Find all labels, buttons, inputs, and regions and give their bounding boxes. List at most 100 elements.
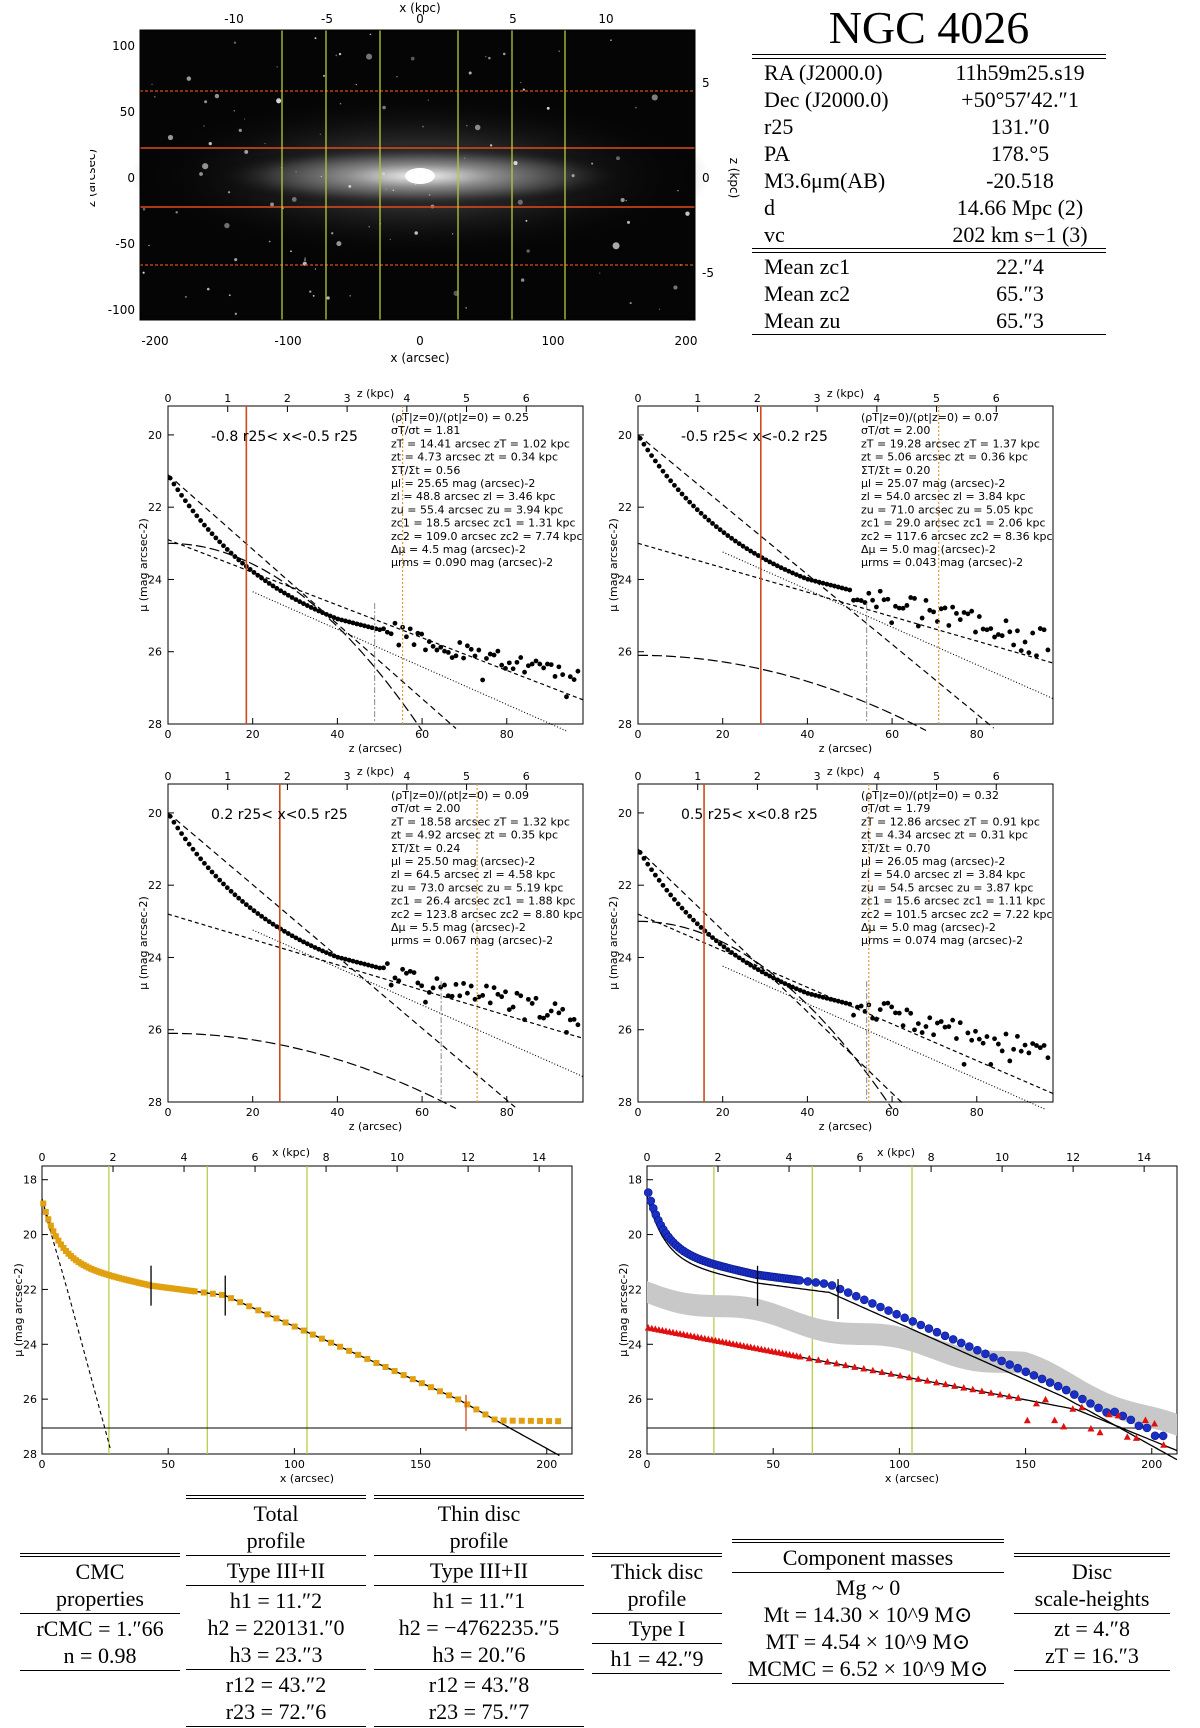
data-point <box>246 1303 253 1310</box>
data-point <box>301 939 306 945</box>
data-point <box>442 648 447 654</box>
total-profile-table: Total profile Type III+II h1 = 11.″2 h2 … <box>186 1494 366 1728</box>
cmc-model <box>167 1032 457 1110</box>
data-point <box>854 1004 860 1010</box>
info-key: M3.6μm(AB) <box>764 168 886 193</box>
data-point <box>1011 642 1017 648</box>
fit-annotation: zc1 = 15.6 arcsec zc1 = 1.11 kpc <box>861 895 1046 908</box>
data-point <box>973 629 978 635</box>
data-point <box>464 990 470 996</box>
data-point <box>744 960 750 966</box>
data-point <box>881 1001 887 1006</box>
thin-disc-point <box>1021 1367 1031 1377</box>
y-axis-label: μ (mag arcsec-2) <box>137 896 150 990</box>
info-key: Mean zc1 <box>764 254 851 279</box>
data-point <box>278 588 284 594</box>
svg-text:-10: -10 <box>224 12 244 26</box>
thick-disc-point <box>1051 1416 1059 1424</box>
data-point <box>567 1017 573 1023</box>
x-tick-label: 40 <box>800 728 814 741</box>
x-top-tick-label: 5 <box>463 770 470 783</box>
fit-annotation: zl = 48.8 arcsec zl = 3.46 kpc <box>391 490 556 503</box>
thick-disc-point <box>796 1352 804 1360</box>
data-point <box>946 623 952 628</box>
y-tick-label: 22 <box>148 501 162 514</box>
x-axis-label: z (arcsec) <box>819 742 872 755</box>
data-point <box>537 1014 543 1020</box>
data-point <box>323 611 329 617</box>
data-point <box>232 892 238 898</box>
x-tick-label: 20 <box>716 1106 730 1119</box>
thin-disc-point <box>860 1295 869 1305</box>
data-point <box>698 510 704 516</box>
galaxy-image-panel: -200 -100 0 100 200 x (arcsec) -10 -5 0 … <box>90 1 741 365</box>
x-tick-label: 80 <box>500 1106 514 1119</box>
data-point <box>660 882 666 888</box>
data-point <box>1030 630 1036 636</box>
data-point <box>843 586 849 592</box>
y-tick-label: 28 <box>618 1096 632 1109</box>
data-point <box>213 535 219 541</box>
data-point <box>801 989 807 995</box>
galaxy-title: NGC 4026 <box>828 2 1030 53</box>
data-point <box>824 995 830 1001</box>
thin-disc-point <box>940 1331 950 1341</box>
thick-disc-point <box>823 1358 831 1365</box>
data-point <box>687 913 693 919</box>
data-point <box>1022 1042 1028 1048</box>
data-point <box>316 608 322 614</box>
data-point <box>426 639 432 644</box>
data-point <box>835 998 841 1004</box>
info-row: r25 131.″0 <box>752 113 1106 140</box>
data-point <box>809 991 815 997</box>
thin-disc-point <box>1142 1423 1152 1433</box>
data-point <box>706 931 712 937</box>
thin-disc-point <box>1086 1399 1095 1408</box>
data-point <box>434 976 440 981</box>
data-point <box>418 1380 425 1387</box>
svg-text:x (arcsec): x (arcsec) <box>390 351 449 365</box>
data-point <box>645 861 651 867</box>
data-point <box>641 441 647 447</box>
y-tick-label: 20 <box>618 429 632 442</box>
data-point <box>740 543 746 549</box>
data-point <box>721 944 727 950</box>
cmc-fit <box>41 1201 111 1449</box>
data-point <box>877 1007 883 1013</box>
x-top-tick-label: 2 <box>110 1151 117 1164</box>
fit-annotation: zc2 = 101.5 arcsec zc2 = 7.22 kpc <box>861 908 1053 921</box>
data-point <box>560 672 566 678</box>
data-point <box>468 646 474 652</box>
data-point <box>445 993 451 999</box>
data-point <box>771 975 776 981</box>
thin-disc-point <box>1134 1421 1144 1431</box>
data-point <box>304 941 310 947</box>
data-point <box>50 1228 57 1235</box>
data-point <box>419 631 425 637</box>
data-point <box>304 603 310 608</box>
data-point <box>839 999 845 1005</box>
data-point <box>656 877 662 883</box>
data-point <box>221 881 226 887</box>
data-point <box>510 666 516 672</box>
data-point <box>893 1010 898 1016</box>
data-point <box>411 642 417 648</box>
data-point <box>548 1008 554 1014</box>
data-point <box>874 604 879 610</box>
data-point <box>354 621 360 627</box>
thin-disc-point <box>819 1279 829 1288</box>
info-value: 11h59m25.s19 <box>955 60 1085 85</box>
data-point <box>60 1244 67 1251</box>
data-point <box>828 582 834 588</box>
data-point <box>57 1241 64 1248</box>
fit-annotation: μl = 25.65 mag (arcsec)-2 <box>391 477 535 490</box>
data-point <box>198 856 204 862</box>
x-tick-label: 0 <box>165 728 172 741</box>
info-key: Dec (J2000.0) <box>764 87 889 112</box>
fit-annotation: zc1 = 29.0 arcsec zc1 = 2.06 kpc <box>861 517 1046 530</box>
y-tick-label: 20 <box>628 1229 642 1242</box>
x-tick-label: 20 <box>246 728 260 741</box>
data-point <box>236 557 242 563</box>
y-tick-label: 20 <box>618 807 632 820</box>
